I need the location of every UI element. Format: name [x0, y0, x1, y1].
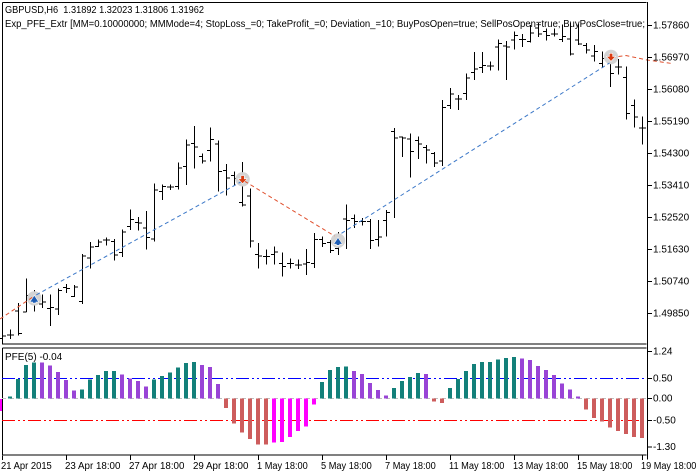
svg-text:21 Apr 2015: 21 Apr 2015	[1, 461, 52, 472]
svg-text:1.55190: 1.55190	[653, 117, 690, 128]
svg-text:1.53410: 1.53410	[653, 181, 690, 192]
svg-text:11 May 18:00: 11 May 18:00	[449, 461, 505, 472]
svg-text:19 May 18:00: 19 May 18:00	[641, 461, 697, 472]
svg-text:0.00: 0.00	[653, 394, 673, 405]
svg-text:PFE(5) -0.04: PFE(5) -0.04	[5, 352, 63, 363]
svg-text:-1.30: -1.30	[653, 442, 676, 453]
svg-text:1.50740: 1.50740	[653, 277, 690, 288]
svg-text:1.24: 1.24	[653, 347, 673, 358]
svg-text:GBPUSD,H6 1.31892 1.32023 1.3: GBPUSD,H6 1.31892 1.32023 1.31806 1.3196…	[5, 5, 204, 16]
svg-text:1.52520: 1.52520	[653, 213, 690, 224]
svg-text:1.56080: 1.56080	[653, 85, 690, 96]
svg-text:7 May 18:00: 7 May 18:00	[385, 461, 436, 472]
svg-text:Exp_PFE_Extr [MM=0.10000000; M: Exp_PFE_Extr [MM=0.10000000; MMMode=4; S…	[5, 19, 645, 30]
svg-text:23 Apr 18:00: 23 Apr 18:00	[65, 461, 121, 472]
svg-text:13 May 18:00: 13 May 18:00	[513, 461, 569, 472]
svg-text:27 Apr 18:00: 27 Apr 18:00	[129, 461, 185, 472]
svg-text:5 May 18:00: 5 May 18:00	[321, 461, 372, 472]
svg-text:15 May 18:00: 15 May 18:00	[577, 461, 633, 472]
svg-text:1.54300: 1.54300	[653, 149, 690, 160]
svg-text:1.51630: 1.51630	[653, 245, 690, 256]
svg-text:1 May 18:00: 1 May 18:00	[257, 461, 308, 472]
svg-text:-0.50: -0.50	[653, 416, 676, 427]
svg-text:1.56970: 1.56970	[653, 53, 690, 64]
svg-text:1.49850: 1.49850	[653, 309, 690, 320]
svg-text:1.57860: 1.57860	[653, 21, 690, 32]
svg-text:0.50: 0.50	[653, 374, 673, 385]
svg-text:29 Apr 18:00: 29 Apr 18:00	[193, 461, 249, 472]
